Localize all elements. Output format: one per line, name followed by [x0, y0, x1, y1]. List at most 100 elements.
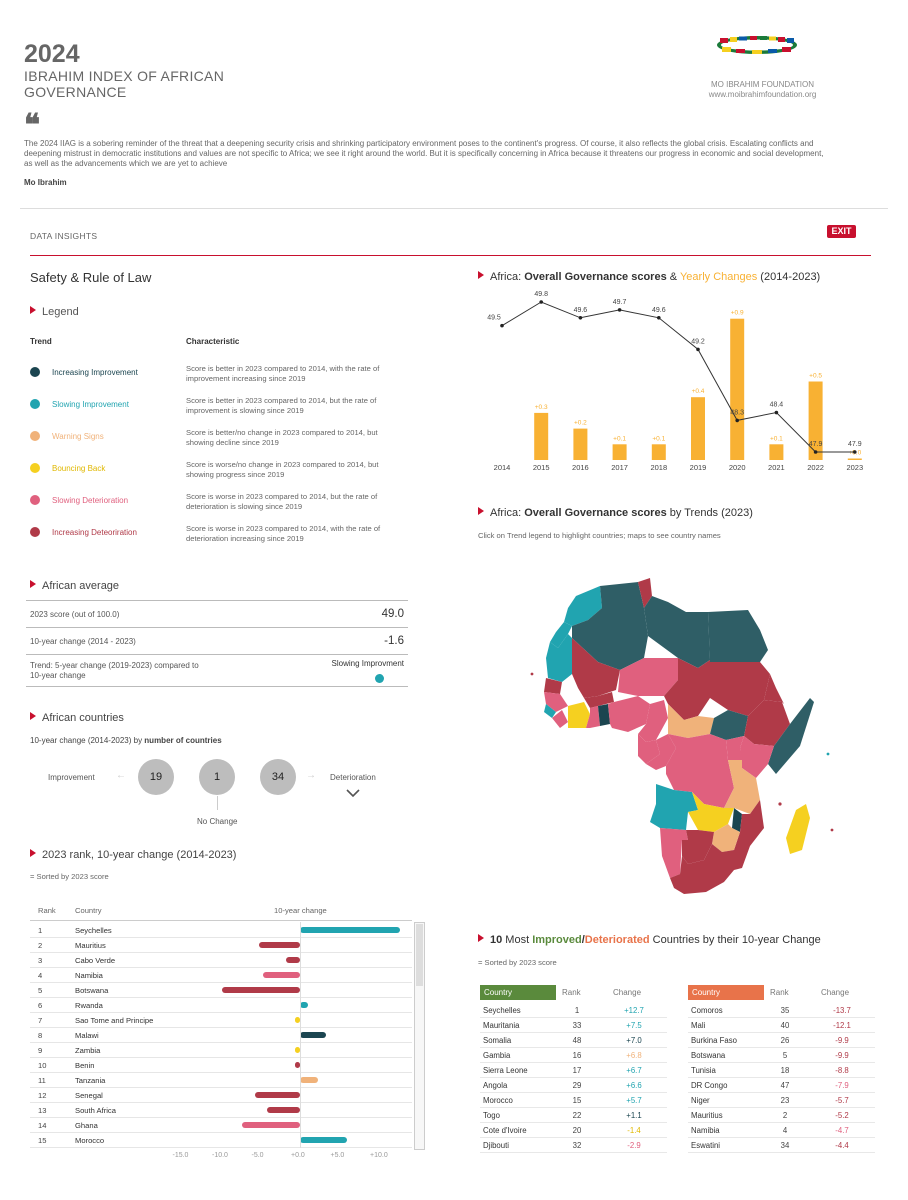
chevron-down-icon[interactable]	[346, 785, 360, 803]
map-drc[interactable]	[666, 734, 734, 808]
change-bar[interactable]	[573, 428, 588, 460]
score-point[interactable]	[657, 315, 661, 320]
change-bar[interactable]	[534, 412, 549, 460]
top10-country[interactable]: Angola	[483, 1081, 508, 1090]
top10-improved-row[interactable]: Djibouti 32 -2.9	[480, 1138, 667, 1153]
change-bar[interactable]	[730, 318, 745, 460]
rank-row[interactable]: 13 South Africa	[30, 1103, 412, 1118]
rank-row[interactable]: 6 Rwanda	[30, 998, 412, 1013]
map-burkina-faso[interactable]	[584, 692, 614, 708]
top10-country[interactable]: Mali	[691, 1021, 706, 1030]
change-bar[interactable]	[612, 444, 627, 460]
legend-item-name[interactable]: Increasing Improvement	[52, 368, 138, 377]
map-seychelles[interactable]	[826, 752, 830, 756]
score-point[interactable]	[578, 315, 583, 320]
foundation-logo[interactable]	[716, 35, 798, 55]
rank-scrollbar[interactable]	[414, 922, 425, 1150]
rank-row[interactable]: 7 Sao Tome and Principe	[30, 1013, 412, 1028]
change-bar[interactable]	[808, 381, 823, 461]
map-car[interactable]	[668, 704, 714, 738]
score-point[interactable]	[853, 450, 857, 454]
rank-row[interactable]: 8 Malawi	[30, 1028, 412, 1043]
change-bar[interactable]	[295, 1017, 300, 1023]
map-algeria[interactable]	[572, 582, 648, 670]
map-liberia[interactable]	[552, 710, 568, 728]
map-niger[interactable]	[618, 658, 678, 696]
top10-country[interactable]: Mauritania	[483, 1021, 520, 1030]
score-point[interactable]	[774, 410, 779, 415]
map-namibia[interactable]	[660, 828, 688, 878]
map-zimbabwe[interactable]	[712, 824, 740, 852]
legend-item[interactable]: Increasing Deteoriration Score is worse i…	[30, 524, 410, 554]
top10-improved-row[interactable]: Mauritania 33 +7.5	[480, 1018, 667, 1033]
change-bar[interactable]	[241, 1122, 300, 1128]
top10-country[interactable]: DR Congo	[691, 1081, 728, 1090]
top10-country[interactable]: Seychelles	[483, 1006, 521, 1015]
rank-country[interactable]: Senegal	[75, 1091, 103, 1100]
map-cote-divoire[interactable]	[568, 702, 590, 728]
rank-row[interactable]: 12 Senegal	[30, 1088, 412, 1103]
legend-item-name[interactable]: Slowing Deterioration	[52, 496, 129, 505]
score-point[interactable]	[617, 308, 622, 312]
legend-item[interactable]: Increasing Improvement Score is better in…	[30, 364, 410, 394]
rank-country[interactable]: Rwanda	[75, 1001, 103, 1010]
map-chad[interactable]	[664, 658, 710, 720]
top10-improved-row[interactable]: Gambia 16 +6.8	[480, 1048, 667, 1063]
rank-country[interactable]: Zambia	[75, 1046, 101, 1055]
rank-country[interactable]: Mauritius	[75, 941, 106, 950]
legend-item[interactable]: Bouncing Back Score is worse/no change in…	[30, 460, 410, 490]
legend-item-name[interactable]: Bouncing Back	[52, 464, 106, 473]
change-bar[interactable]	[295, 1047, 300, 1053]
map-egypt[interactable]	[708, 610, 768, 662]
change-bar[interactable]	[847, 458, 862, 461]
change-bar[interactable]	[285, 957, 300, 963]
top10-improved-row[interactable]: Morocco 15 +5.7	[480, 1093, 667, 1108]
map-congo[interactable]	[646, 734, 676, 770]
map-tanzania[interactable]	[724, 760, 760, 814]
map-comoros[interactable]	[778, 802, 782, 806]
map-south-africa[interactable]	[670, 844, 734, 894]
rank-country[interactable]: Sao Tome and Principe	[75, 1016, 154, 1025]
top10-country[interactable]: Niger	[691, 1096, 710, 1105]
map-western-sahara[interactable]	[550, 622, 572, 648]
map-uganda[interactable]	[726, 736, 744, 760]
map-malawi[interactable]	[732, 808, 742, 832]
top10-country[interactable]: Somalia	[483, 1036, 512, 1045]
change-bar[interactable]	[651, 444, 666, 460]
change-bar[interactable]	[262, 972, 300, 978]
change-bar[interactable]	[266, 1107, 300, 1113]
top10-deteriorated-row[interactable]: Mali 40 -12.1	[688, 1018, 875, 1033]
top10-country[interactable]: Botswana	[691, 1051, 726, 1060]
rank-row[interactable]: 9 Zambia	[30, 1043, 412, 1058]
top10-improved-row[interactable]: Togo 22 +1.1	[480, 1108, 667, 1123]
top10-country[interactable]: Gambia	[483, 1051, 511, 1060]
map-ethiopia[interactable]	[744, 700, 790, 746]
change-bar[interactable]	[300, 1077, 319, 1083]
top10-country[interactable]: Tunisia	[691, 1066, 716, 1075]
map-tunisia[interactable]	[638, 578, 652, 608]
change-bar[interactable]	[691, 397, 705, 460]
rank-row[interactable]: 14 Ghana	[30, 1118, 412, 1133]
rank-country[interactable]: Seychelles	[75, 926, 112, 935]
rank-row[interactable]: 11 Tanzania	[30, 1073, 412, 1088]
top10-improved-row[interactable]: Somalia 48 +7.0	[480, 1033, 667, 1048]
top10-country[interactable]: Sierra Leone	[483, 1066, 528, 1075]
change-bar[interactable]	[258, 942, 300, 948]
change-bar[interactable]	[769, 444, 784, 460]
top10-deteriorated-row[interactable]: Comoros 35 -13.7	[688, 1003, 875, 1018]
top10-country[interactable]: Togo	[483, 1111, 500, 1120]
rank-row[interactable]: 2 Mauritius	[30, 938, 412, 953]
legend-item-name[interactable]: Slowing Improvement	[52, 400, 129, 409]
map-togo-benin[interactable]	[598, 704, 610, 726]
rank-country[interactable]: Benin	[75, 1061, 95, 1070]
score-point[interactable]	[735, 418, 739, 423]
map-cameroon[interactable]	[638, 700, 668, 742]
map-mauritania[interactable]	[546, 634, 572, 682]
score-point[interactable]	[539, 300, 543, 304]
top10-improved-row[interactable]: Sierra Leone 17 +6.7	[480, 1063, 667, 1078]
top10-deteriorated-row[interactable]: Eswatini 34 -4.4	[688, 1138, 875, 1153]
no-change-count[interactable]: 1	[199, 759, 235, 795]
rank-country[interactable]: Tanzania	[75, 1076, 106, 1085]
top10-deteriorated-row[interactable]: Burkina Faso 26 -9.9	[688, 1033, 875, 1048]
top10-country[interactable]: Djibouti	[483, 1141, 510, 1150]
